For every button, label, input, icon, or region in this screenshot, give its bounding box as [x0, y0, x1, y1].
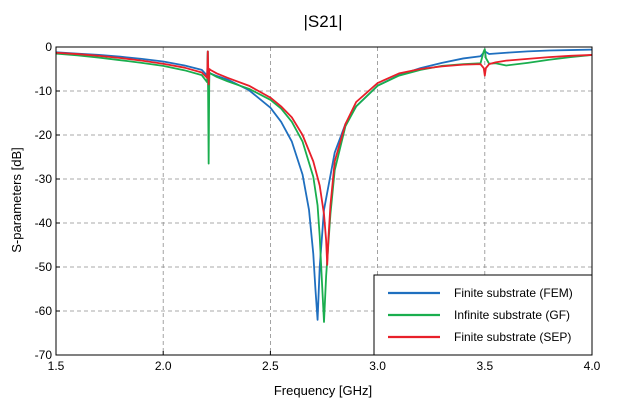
legend: Finite substrate (FEM) Infinite substrate… [373, 274, 593, 356]
y-tick-label: -50 [35, 260, 53, 274]
series-lines [56, 48, 592, 323]
y-tick-label: -60 [35, 304, 53, 318]
axis-ticks: 1.5 2.0 2.5 3.0 3.5 4.0 0 -10 -20 -30 -40 -50 -60 -70 [35, 40, 601, 373]
series-line-1 [56, 48, 592, 321]
y-tick-label: -10 [35, 84, 53, 98]
x-tick-label: 3.0 [369, 359, 386, 373]
y-tick-label: -30 [35, 172, 53, 186]
x-axis-title: Frequency [GHz] [274, 383, 372, 398]
x-tick-label: 4.0 [584, 359, 601, 373]
x-tick-label: 2.0 [155, 359, 172, 373]
y-tick-label: 0 [45, 40, 52, 54]
x-tick-label: 1.5 [48, 359, 65, 373]
chart-title: |S21| [303, 12, 342, 31]
x-tick-label: 2.5 [262, 359, 279, 373]
series-line-3 [56, 50, 592, 266]
y-tick-label: -70 [35, 348, 53, 362]
series-line-2 [56, 48, 592, 323]
y-tick-label: -20 [35, 128, 53, 142]
legend-label-1: Finite substrate (FEM) [454, 286, 573, 300]
x-tick-label: 3.5 [476, 359, 493, 373]
legend-label-3: Finite substrate (SEP) [454, 330, 571, 344]
plot-frame [55, 46, 593, 356]
y-axis-title: S-parameters [dB] [9, 147, 24, 253]
y-tick-label: -40 [35, 216, 53, 230]
legend-label-2: Infinite substrate (GF) [454, 308, 570, 322]
